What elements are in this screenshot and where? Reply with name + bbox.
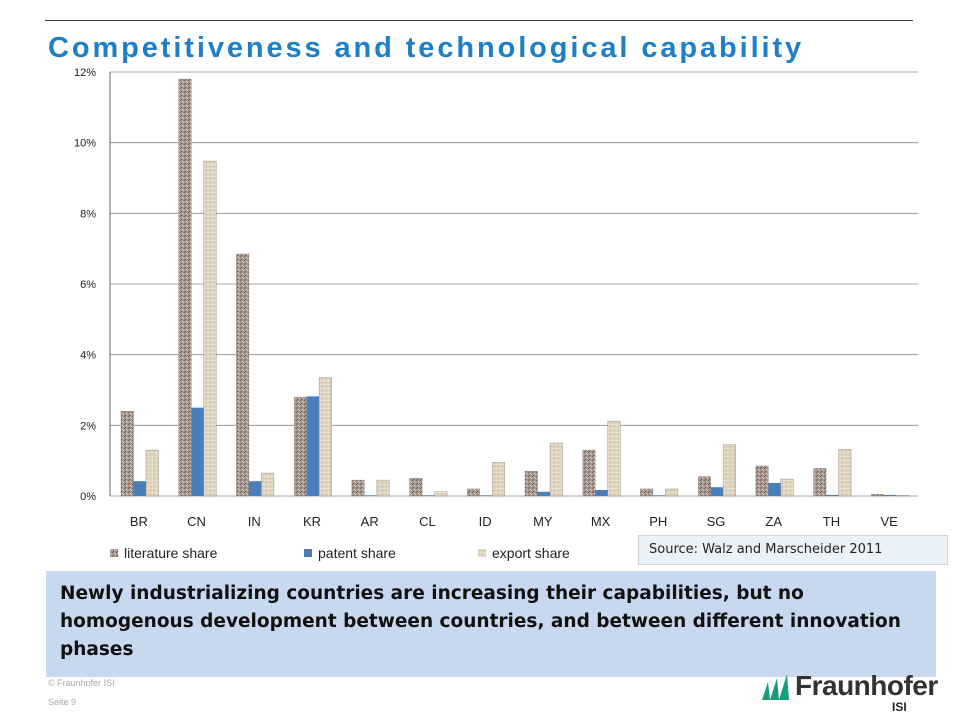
y-tick-label: 10%	[74, 138, 96, 150]
legend-label-literature: literature share	[124, 545, 218, 561]
bar-patent-za	[768, 482, 781, 496]
bar-patent-mx	[595, 489, 608, 496]
bar-export-id	[492, 462, 505, 497]
bar-export-cl	[434, 491, 448, 497]
bar-patent-ph	[652, 495, 666, 496]
y-tick-label: 6%	[80, 279, 96, 291]
bar-literature-sg	[697, 476, 711, 497]
x-tick-label: AR	[361, 514, 379, 529]
bar-export-in	[261, 472, 275, 497]
bar-patent-kr	[306, 396, 320, 496]
x-tick-label: MX	[591, 514, 611, 529]
source-note: Source: Walz and Marscheider 2011	[638, 535, 948, 565]
x-tick-label: BR	[130, 514, 148, 529]
logo-sub: ISI	[892, 700, 907, 714]
x-tick-label: PH	[649, 514, 667, 529]
bar-export-mx	[607, 420, 621, 497]
bar-literature-my	[524, 471, 538, 497]
x-tick-label: MY	[533, 514, 553, 529]
legend-swatch-literature	[110, 549, 118, 557]
y-tick-label: 2%	[80, 420, 96, 432]
footer-page-number: Seite 9	[48, 697, 77, 707]
y-tick-label: 8%	[80, 208, 96, 220]
bar-export-ph	[665, 488, 679, 497]
logo-name: Fraunhofer	[795, 670, 938, 701]
fraunhofer-logo-icon	[762, 674, 789, 700]
bar-literature-ph	[640, 488, 654, 497]
bar-literature-in	[236, 253, 250, 497]
bar-patent-th	[826, 494, 839, 496]
bar-patent-in	[248, 481, 262, 496]
bar-export-ar	[376, 479, 390, 497]
bar-literature-ve	[871, 494, 884, 497]
x-tick-label: VE	[880, 514, 898, 529]
bar-chart: 0% 2% 4% 6% 8% 10% 12% BR CN IN KR AR CL ID MY MX PH SG ZA…	[74, 67, 918, 561]
bar-literature-ar	[351, 479, 365, 497]
bar-literature-cl	[409, 478, 423, 497]
y-tick-label: 12%	[74, 67, 96, 79]
bar-export-kr	[318, 377, 332, 497]
x-tick-label: SG	[707, 514, 726, 529]
bar-patent-cn	[191, 407, 204, 496]
bar-literature-mx	[582, 449, 596, 497]
bar-patent-br	[133, 481, 146, 496]
fraunhofer-logo: Fraunhofer ISI	[760, 670, 938, 720]
legend-label-patent: patent share	[318, 545, 396, 561]
bar-export-th	[838, 449, 852, 497]
x-tick-label: KR	[303, 514, 321, 529]
bar-export-za	[780, 478, 794, 497]
legend-swatch-patent	[304, 549, 312, 557]
bar-patent-sg	[710, 487, 724, 496]
bar-export-br	[145, 449, 159, 497]
x-tick-label: ID	[479, 514, 492, 529]
bar-literature-kr	[293, 396, 307, 497]
bar-literature-id	[467, 488, 480, 497]
bar-export-cn	[203, 160, 217, 497]
y-tick-label: 4%	[80, 350, 96, 362]
top-rule	[45, 20, 913, 21]
bar-literature-br	[120, 411, 134, 497]
footer-copyright: © Fraunhofer ISI	[48, 678, 115, 688]
x-tick-label: TH	[823, 514, 840, 529]
bar-patent-id	[479, 495, 493, 496]
x-tick-label: CN	[187, 514, 206, 529]
x-tick-label: IN	[248, 514, 261, 529]
bar-literature-cn	[178, 78, 192, 497]
conclusion-callout: Newly industrializing countries are incr…	[46, 571, 936, 677]
legend-label-export: export share	[492, 545, 570, 561]
bar-patent-my	[537, 491, 550, 496]
bar-literature-th	[813, 468, 827, 497]
legend-swatch-export	[478, 549, 486, 557]
bar-export-sg	[722, 444, 736, 497]
bar-export-ve	[896, 495, 909, 497]
bar-patent-ve	[883, 494, 897, 496]
page-title: Competitiveness and technological capabi…	[48, 32, 805, 64]
x-tick-label: ZA	[765, 514, 782, 529]
bar-literature-za	[755, 465, 769, 497]
bar-patent-cl	[422, 495, 435, 496]
x-tick-label: CL	[419, 514, 436, 529]
bar-export-my	[549, 442, 563, 497]
y-tick-label: 0%	[80, 491, 96, 503]
bar-patent-ar	[364, 495, 377, 496]
